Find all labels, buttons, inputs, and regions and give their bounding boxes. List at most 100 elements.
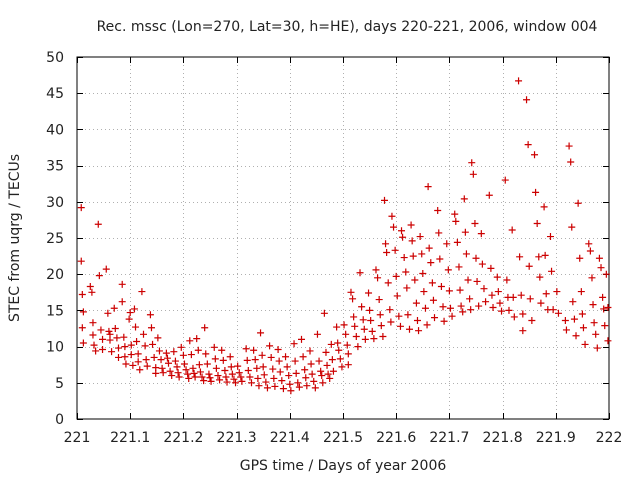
data-point (99, 335, 107, 343)
data-point (427, 259, 435, 267)
x-tick-label: 221.6 (376, 430, 416, 446)
data-point (235, 369, 243, 377)
data-point (344, 361, 352, 369)
data-point (460, 195, 468, 203)
data-point (219, 356, 227, 364)
data-point (122, 360, 130, 368)
data-point (393, 292, 401, 300)
data-point (370, 335, 378, 343)
data-point (493, 273, 501, 281)
data-point (283, 363, 291, 371)
data-point (194, 346, 202, 354)
data-point (360, 325, 368, 333)
x-tick-label: 221.2 (163, 430, 203, 446)
data-point (374, 274, 382, 282)
data-point (133, 338, 141, 346)
data-point (214, 372, 222, 380)
x-tick-label: 221.8 (483, 430, 523, 446)
data-point (342, 330, 350, 338)
data-point (187, 351, 195, 359)
data-point (488, 291, 496, 299)
y-tick-label: 40 (46, 122, 64, 138)
data-point (78, 290, 86, 298)
data-point (416, 233, 424, 241)
data-point (189, 364, 197, 372)
x-tick-label: 221.4 (270, 430, 310, 446)
data-point (467, 306, 475, 314)
data-point (263, 384, 271, 392)
data-point (106, 336, 114, 344)
data-point (525, 262, 533, 270)
data-point (313, 330, 321, 338)
data-point (222, 373, 230, 381)
data-point (372, 266, 380, 274)
data-point (327, 340, 335, 348)
data-point (523, 96, 531, 104)
data-point (565, 142, 573, 150)
data-point (329, 367, 337, 375)
data-point (439, 303, 447, 311)
data-point (456, 286, 464, 294)
data-point (114, 344, 122, 352)
data-point (436, 255, 444, 263)
data-point (307, 360, 315, 368)
data-point (347, 288, 355, 296)
y-axis-label: STEC from uqrg / TECUs (7, 154, 23, 322)
data-point (311, 384, 319, 392)
x-tick-label: 221.9 (536, 430, 576, 446)
data-point (461, 228, 469, 236)
data-point (125, 315, 133, 323)
data-point (508, 226, 516, 234)
data-point (79, 339, 87, 347)
data-point (402, 268, 410, 276)
data-point (517, 291, 525, 299)
data-point (487, 264, 495, 272)
data-point (562, 326, 570, 334)
data-point (469, 170, 477, 178)
y-tick-label: 5 (55, 376, 64, 392)
data-point (196, 368, 204, 376)
data-point (174, 369, 182, 377)
data-point (354, 343, 362, 351)
data-point (343, 341, 351, 349)
data-point (516, 253, 524, 261)
data-point (451, 210, 459, 218)
data-point (210, 343, 218, 351)
data-point (515, 77, 523, 85)
data-point (503, 276, 511, 284)
data-point (255, 382, 263, 390)
data-point (344, 350, 352, 358)
y-tick-label: 35 (46, 159, 64, 175)
data-point (366, 306, 374, 314)
data-point (114, 353, 122, 361)
y-tick-label: 0 (55, 412, 64, 428)
y-tick-label: 15 (46, 303, 64, 319)
data-point (601, 322, 609, 330)
data-point (211, 355, 219, 363)
data-point (419, 269, 427, 277)
data-point (572, 332, 580, 340)
data-point (291, 357, 299, 365)
data-point (412, 299, 420, 307)
data-point (570, 315, 578, 323)
data-point (203, 360, 211, 368)
data-point (482, 298, 490, 306)
data-point (368, 327, 376, 335)
data-point (399, 233, 407, 241)
data-point (127, 351, 135, 359)
data-point (561, 317, 569, 325)
data-point (317, 367, 325, 375)
data-point (303, 382, 311, 390)
data-point (477, 230, 485, 238)
data-point (519, 327, 527, 335)
data-point (89, 319, 97, 327)
data-point (244, 366, 252, 374)
data-point (423, 321, 431, 329)
data-point (193, 335, 201, 343)
data-point (567, 158, 575, 166)
data-point (78, 324, 86, 332)
data-point (406, 325, 413, 333)
data-point (358, 303, 366, 311)
data-point (154, 334, 162, 342)
y-tick-labels: 0 5 10 15 20 25 30 35 40 45 50 (46, 50, 64, 428)
